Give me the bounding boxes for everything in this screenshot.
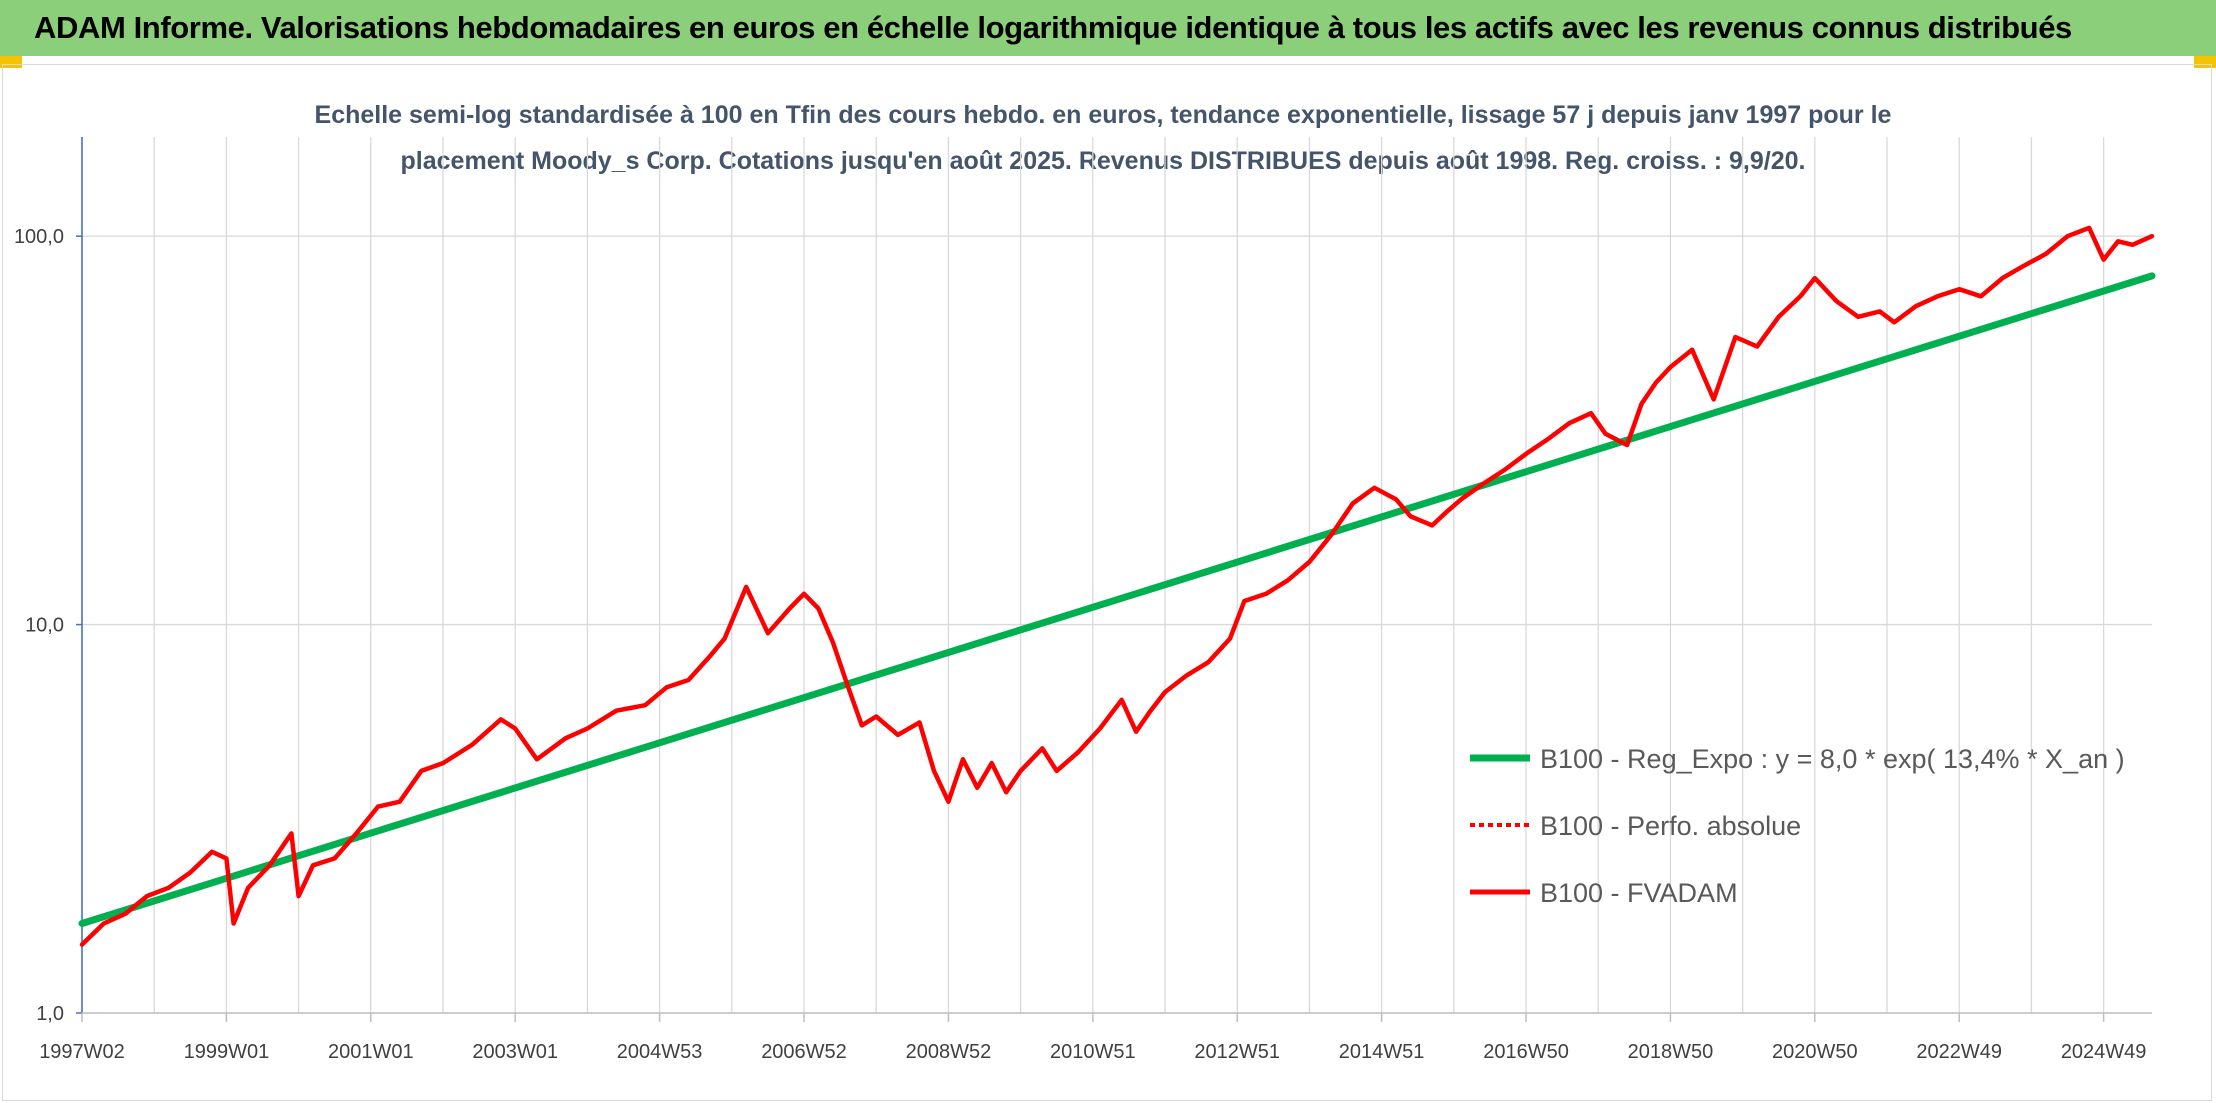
x-tick-label: 2024W49 <box>2061 1041 2147 1063</box>
series-line-2 <box>79 225 2155 947</box>
y-tick-label: 1,0 <box>36 1003 64 1025</box>
series-line-0 <box>78 272 2156 927</box>
x-tick-label: 2003W01 <box>472 1041 558 1063</box>
chart-subtitle-line-2: placement Moody_s Corp. Cotations jusqu'… <box>401 147 1806 175</box>
title-bar: ADAM Informe. Valorisations hebdomadaire… <box>0 0 2216 56</box>
x-tick-label: 2008W52 <box>906 1041 992 1063</box>
x-tick-label: 2020W50 <box>1772 1041 1858 1063</box>
legend-label: B100 - Perfo. absolue <box>1540 811 1801 841</box>
legend: B100 - Reg_Expo : y = 8,0 * exp( 13,4% *… <box>1470 744 2125 908</box>
plot-area <box>78 225 2156 947</box>
x-tick-label: 2006W52 <box>761 1041 847 1063</box>
grid <box>82 137 2152 1014</box>
y-tick-label: 10,0 <box>25 615 64 637</box>
x-tick-label: 2004W53 <box>617 1041 703 1063</box>
axes: 1,0 10,0 100,0 1997W02 1999W01 2001W01 2003W01… <box>14 137 2152 1063</box>
x-tick-label: 2022W49 <box>1916 1041 2002 1063</box>
corner-marker-top-right <box>2194 56 2216 68</box>
x-tick-label: 2014W51 <box>1339 1041 1425 1063</box>
x-tick-label: 2012W51 <box>1194 1041 1280 1063</box>
corner-marker-top-left <box>0 56 22 68</box>
x-tick-label: 2001W01 <box>328 1041 414 1063</box>
chart-subtitle-line-1: Echelle semi-log standardisée à 100 en T… <box>315 101 1892 129</box>
y-tick-label: 100,0 <box>14 226 64 248</box>
chart-frame <box>2 64 2212 1101</box>
x-tick-label: 2016W50 <box>1483 1041 1569 1063</box>
page-title: ADAM Informe. Valorisations hebdomadaire… <box>34 10 2072 45</box>
legend-label: B100 - Reg_Expo : y = 8,0 * exp( 13,4% *… <box>1540 744 2125 774</box>
x-tick-label: 1999W01 <box>184 1041 270 1063</box>
x-tick-label: 1997W02 <box>39 1041 125 1063</box>
legend-label: B100 - FVADAM <box>1540 878 1738 908</box>
x-tick-label: 2018W50 <box>1628 1041 1714 1063</box>
x-tick-label: 2010W51 <box>1050 1041 1136 1063</box>
